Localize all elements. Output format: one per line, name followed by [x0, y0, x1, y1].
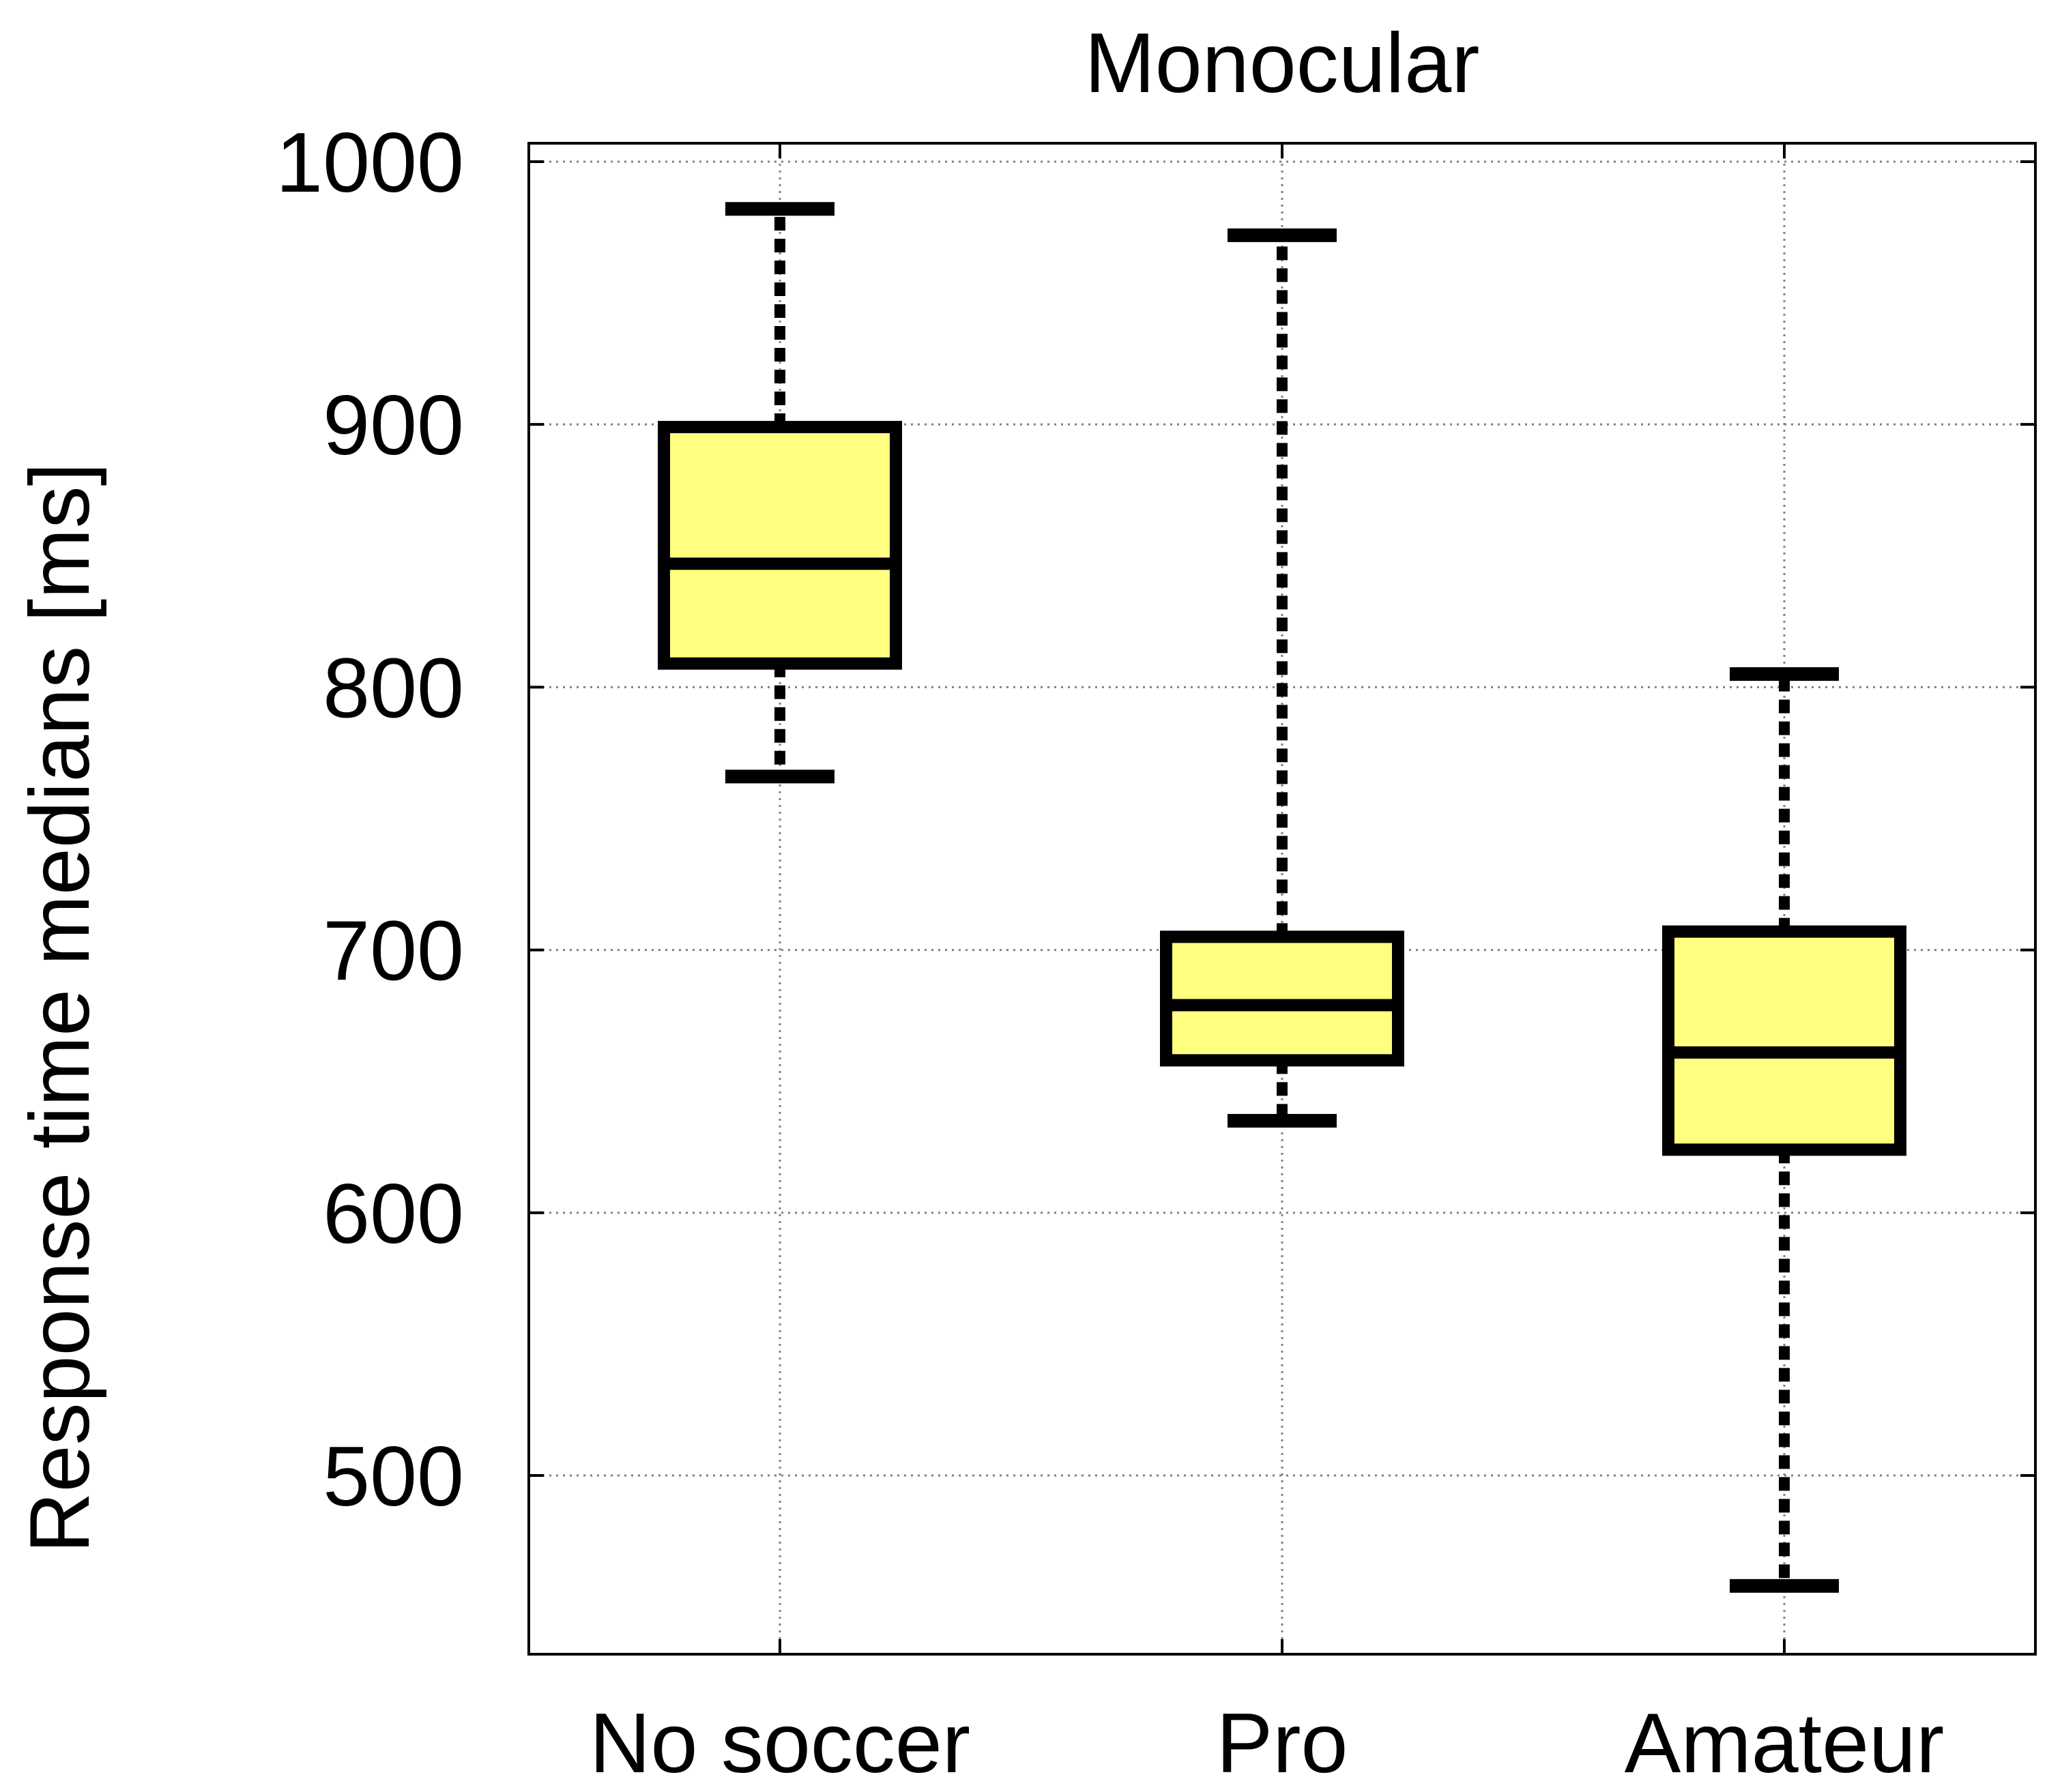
grid — [529, 143, 2035, 1654]
y-tick-label-900: 900 — [323, 379, 464, 473]
y-tick-label-800: 800 — [323, 641, 464, 735]
ticks: 500 600 700 800 900 1000 No soccer Pro Amateur — [276, 116, 2035, 1791]
chart-title: Monocular — [1085, 16, 1480, 111]
y-tick-label-600: 600 — [323, 1167, 464, 1261]
box-2 — [1662, 925, 1906, 1156]
boxes — [658, 202, 1906, 1593]
y-tick-label-700: 700 — [323, 905, 464, 999]
box-group-0 — [658, 202, 902, 784]
box-1 — [1160, 930, 1404, 1067]
x-tick-label-2: Amateur — [1625, 1696, 1945, 1789]
y-tick-label-1000: 1000 — [276, 116, 464, 210]
box-0 — [658, 421, 902, 670]
y-axis-label: Response time medians [ms] — [13, 462, 107, 1553]
box-group-1 — [1160, 228, 1404, 1128]
x-tick-label-0: No soccer — [590, 1696, 970, 1789]
y-tick-label-500: 500 — [323, 1430, 464, 1524]
box-group-2 — [1662, 667, 1906, 1593]
x-tick-label-1: Pro — [1217, 1696, 1348, 1789]
